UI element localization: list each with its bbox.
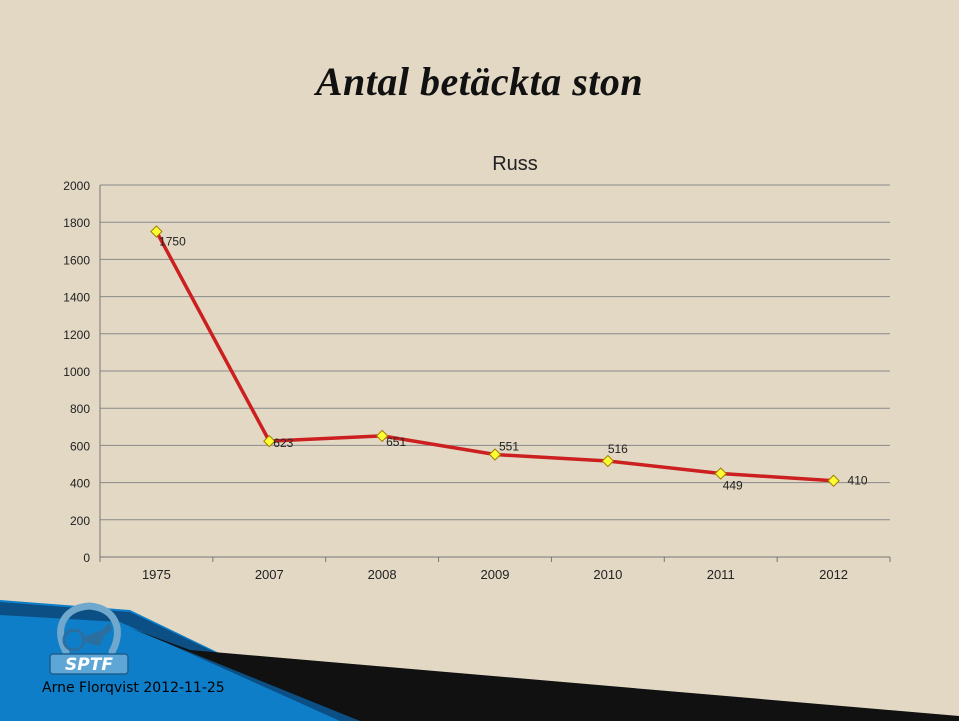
data-point-marker (601, 454, 615, 468)
data-point-marker (488, 448, 502, 461)
data-point-marker (150, 225, 163, 238)
sptf-logo: SPTF (49, 602, 129, 675)
y-tick-label: 1600 (63, 253, 90, 267)
x-tick-label: 2009 (481, 567, 510, 582)
x-tick-label: 2011 (707, 567, 735, 582)
y-tick-label: 1000 (63, 365, 90, 379)
y-tick-label: 1400 (63, 291, 90, 305)
data-label: 551 (499, 440, 519, 454)
data-label: 1750 (159, 235, 186, 249)
logo-text: SPTF (65, 655, 113, 675)
x-tick-label: 2010 (593, 567, 622, 582)
data-label: 623 (273, 436, 293, 450)
data-label: 651 (386, 435, 406, 449)
data-point-marker (375, 429, 389, 443)
sulky-wheel-icon (62, 628, 86, 652)
x-tick-label: 1975 (142, 567, 171, 582)
y-tick-label: 400 (70, 477, 90, 491)
y-tick-label: 0 (83, 551, 90, 565)
chart-title: Russ (492, 153, 538, 175)
y-tick-label: 600 (70, 439, 90, 453)
y-tick-label: 1200 (63, 328, 90, 342)
x-tick-label: 2012 (819, 567, 848, 582)
horseshoe-icon (57, 602, 121, 656)
series-line (154, 230, 834, 483)
data-point-marker (827, 474, 840, 487)
horse-icon (80, 622, 112, 646)
y-tick-label: 200 (70, 514, 90, 528)
data-point-marker (263, 434, 276, 448)
footer-band-shadow (0, 602, 360, 721)
data-label: 410 (848, 474, 868, 488)
y-tick-label: 2000 (63, 179, 90, 193)
y-tick-label: 800 (70, 402, 90, 416)
footer-band-black (130, 628, 959, 721)
slide-title: Antal betäckta ston (315, 59, 644, 104)
x-tick-label: 2007 (255, 567, 284, 582)
data-label: 516 (608, 442, 628, 456)
data-label: 449 (723, 478, 743, 492)
y-tick-label: 1800 (63, 216, 90, 230)
footer-text: Arne Florqvist 2012-11-25 (42, 680, 225, 696)
footer-band-blue (0, 600, 360, 721)
x-tick-label: 2008 (368, 567, 397, 582)
data-point-marker (714, 467, 727, 480)
